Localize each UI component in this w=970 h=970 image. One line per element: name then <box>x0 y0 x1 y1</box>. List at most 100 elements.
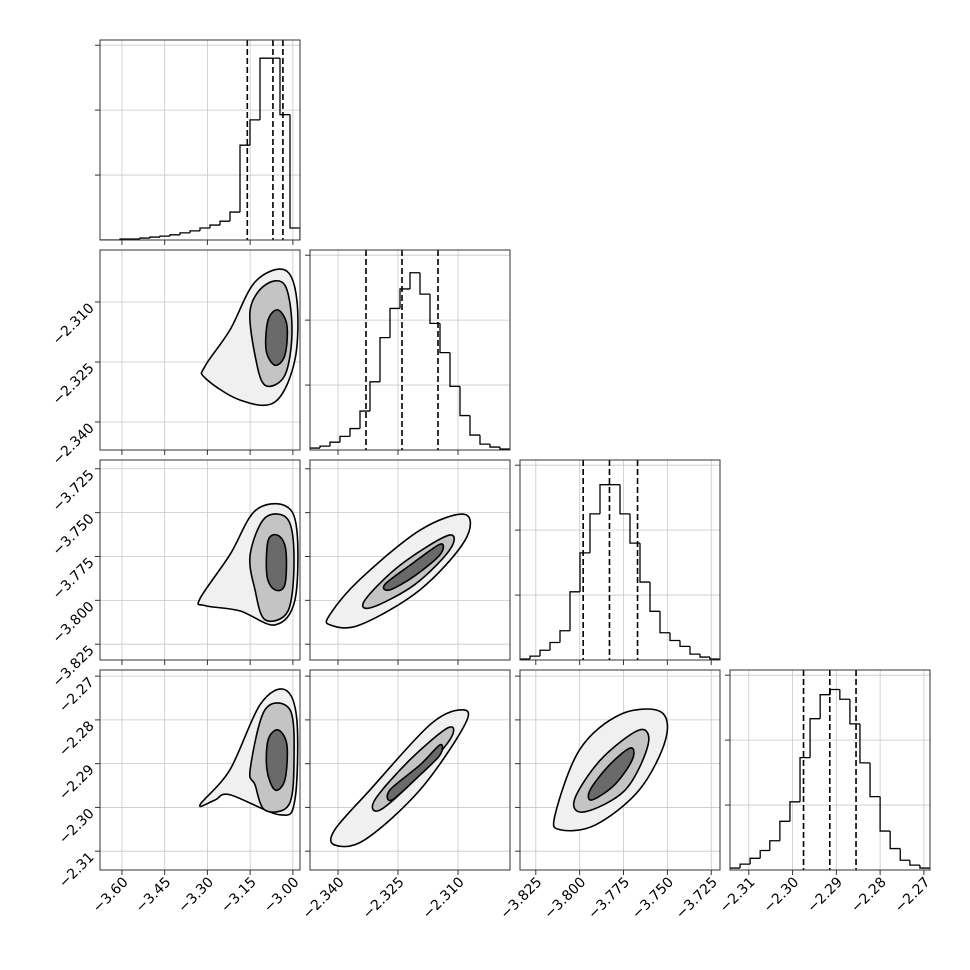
histogram-bin <box>869 762 881 798</box>
histogram-bin <box>479 435 490 445</box>
histogram-bin <box>409 272 420 289</box>
histogram-bin <box>229 211 240 222</box>
histogram-bin <box>619 484 630 515</box>
y-tick-label: −2.28 <box>56 718 98 760</box>
panel-frame <box>309 459 511 661</box>
histogram-bin <box>589 513 600 553</box>
histogram-bin <box>789 801 801 822</box>
panel <box>310 670 510 870</box>
histogram-bin <box>349 427 360 437</box>
histogram-bin <box>259 57 270 120</box>
y-tick-label: −2.340 <box>50 420 98 468</box>
panel-frame <box>519 669 721 871</box>
histogram-bin <box>889 831 901 850</box>
panel-frame <box>519 459 721 661</box>
histogram-bin <box>179 232 190 235</box>
histogram-bin <box>779 820 790 841</box>
x-tick-label: −2.340 <box>300 874 348 922</box>
panel <box>100 670 300 870</box>
histogram-bin <box>769 840 780 851</box>
histogram-bin <box>819 694 831 719</box>
histogram-bin <box>419 272 430 295</box>
histogram-bin <box>489 444 500 448</box>
x-tick-label: −3.775 <box>585 874 633 922</box>
histogram-bin <box>829 688 840 695</box>
histogram-bin <box>189 230 200 233</box>
x-tick-label: −2.28 <box>848 874 890 916</box>
contour <box>386 743 444 802</box>
histogram-bin <box>639 543 650 583</box>
panel <box>520 460 720 660</box>
y-tick-label: −2.31 <box>56 850 98 892</box>
histogram-bin <box>699 654 710 658</box>
contour <box>264 309 289 367</box>
histogram-bin <box>359 410 370 429</box>
histogram-bin <box>289 114 300 240</box>
histogram-bin <box>339 435 350 443</box>
histogram-bin <box>209 224 220 228</box>
histogram-bin <box>529 655 540 660</box>
histogram-bin <box>520 658 530 660</box>
contour <box>265 729 289 792</box>
histogram-bin <box>759 849 770 859</box>
contour <box>382 543 445 591</box>
y-tick-label: −3.800 <box>50 599 98 647</box>
panel <box>310 460 510 660</box>
y-tick-label: −3.775 <box>50 555 98 603</box>
contour <box>265 533 288 592</box>
histogram-bin <box>439 323 450 354</box>
histogram-bin <box>159 235 170 238</box>
histogram-bin <box>219 220 230 226</box>
x-tick-label: −2.310 <box>420 874 468 922</box>
panel-frame <box>99 669 301 871</box>
panel-frame <box>309 249 511 451</box>
histogram-bin <box>329 441 340 447</box>
histogram-bin <box>599 484 610 514</box>
histogram-bin <box>139 237 150 240</box>
histogram-bin <box>199 227 210 231</box>
x-tick-label: −3.750 <box>629 874 677 922</box>
panel <box>100 250 300 450</box>
y-tick-label: −2.30 <box>56 806 98 848</box>
histogram-bin <box>379 337 390 382</box>
histogram-bin <box>669 632 680 642</box>
panel <box>520 670 720 870</box>
histogram-bin <box>679 640 690 648</box>
histogram-bin <box>389 307 400 338</box>
x-tick-label: −3.825 <box>497 874 545 922</box>
histogram-bin <box>799 757 811 802</box>
histogram-bin <box>899 848 910 861</box>
histogram-bin <box>879 796 891 832</box>
panel-frame <box>729 669 931 871</box>
x-tick-label: −3.45 <box>133 874 175 916</box>
y-tick-label: −2.325 <box>50 360 98 408</box>
histogram-bin <box>689 646 700 655</box>
histogram-bin <box>649 582 660 612</box>
histogram-bin <box>809 718 821 758</box>
y-tick-label: −2.310 <box>50 300 98 348</box>
histogram-bin <box>859 723 871 764</box>
x-tick-label: −3.15 <box>218 874 260 916</box>
histogram-bin <box>310 447 320 450</box>
panel <box>730 670 930 870</box>
contour <box>587 747 635 801</box>
panel <box>100 40 300 240</box>
histogram-bin <box>739 863 751 869</box>
y-tick-label: −2.29 <box>56 762 98 804</box>
histogram-bin <box>839 689 850 700</box>
histogram-bin <box>730 867 741 870</box>
histogram-bin <box>279 58 290 116</box>
histogram-bin <box>499 447 510 450</box>
histogram-bin <box>449 352 460 388</box>
x-tick-label: −2.31 <box>717 874 759 916</box>
histogram-bin <box>429 294 440 325</box>
histogram-bin <box>659 611 670 634</box>
x-tick-label: −3.30 <box>175 874 217 916</box>
histogram-bin <box>469 415 480 436</box>
histogram-bin <box>369 381 380 412</box>
histogram-bin <box>149 236 160 239</box>
histogram-bin <box>849 699 860 725</box>
y-tick-label: −3.725 <box>50 467 98 515</box>
x-tick-label: −2.30 <box>761 874 803 916</box>
